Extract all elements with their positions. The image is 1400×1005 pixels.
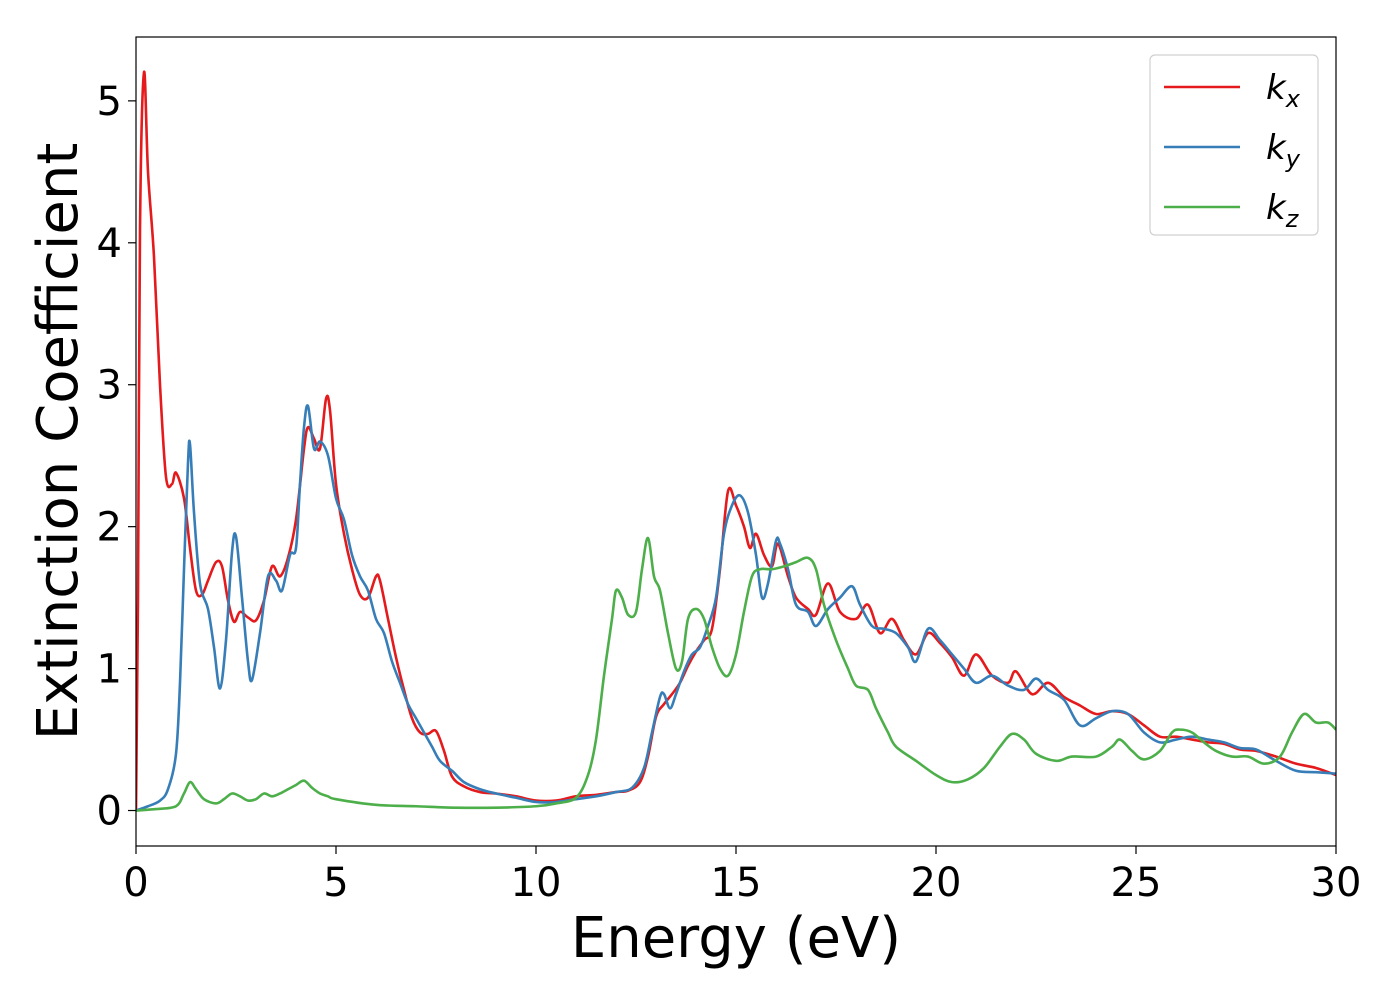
y-tick-label: 0 [97,789,122,835]
y-tick-label: 3 [97,363,122,409]
ticks-layer: 0 5 10 15 20 25 30 0 1 2 3 4 5 [97,79,1362,906]
y-tick-label: 1 [97,647,122,693]
legend-label-kx: kx [1266,68,1301,113]
x-tick-label: 25 [1111,860,1162,906]
legend-label-ky: ky [1266,128,1301,173]
x-tick-label: 15 [711,860,762,906]
y-tick-label: 4 [97,221,122,267]
y-tick-label: 5 [97,79,122,125]
legend: kx ky kz [1149,54,1319,236]
x-tick-label: 5 [323,860,348,906]
y-tick-label: 2 [97,505,122,551]
x-tick-label: 0 [123,860,148,906]
x-axis-title: Energy (eV) [571,906,901,971]
series-line-ky [136,404,1336,812]
y-axis-title: Extinction Coefficient [26,143,91,741]
legend-label-kz: kz [1266,188,1300,233]
x-tick-label: 20 [911,860,962,906]
series-line-kz [136,536,1336,812]
x-tick-label: 10 [511,860,562,906]
legend-box [1149,54,1319,236]
series-layer [136,70,1336,812]
x-tick-label: 30 [1311,860,1362,906]
